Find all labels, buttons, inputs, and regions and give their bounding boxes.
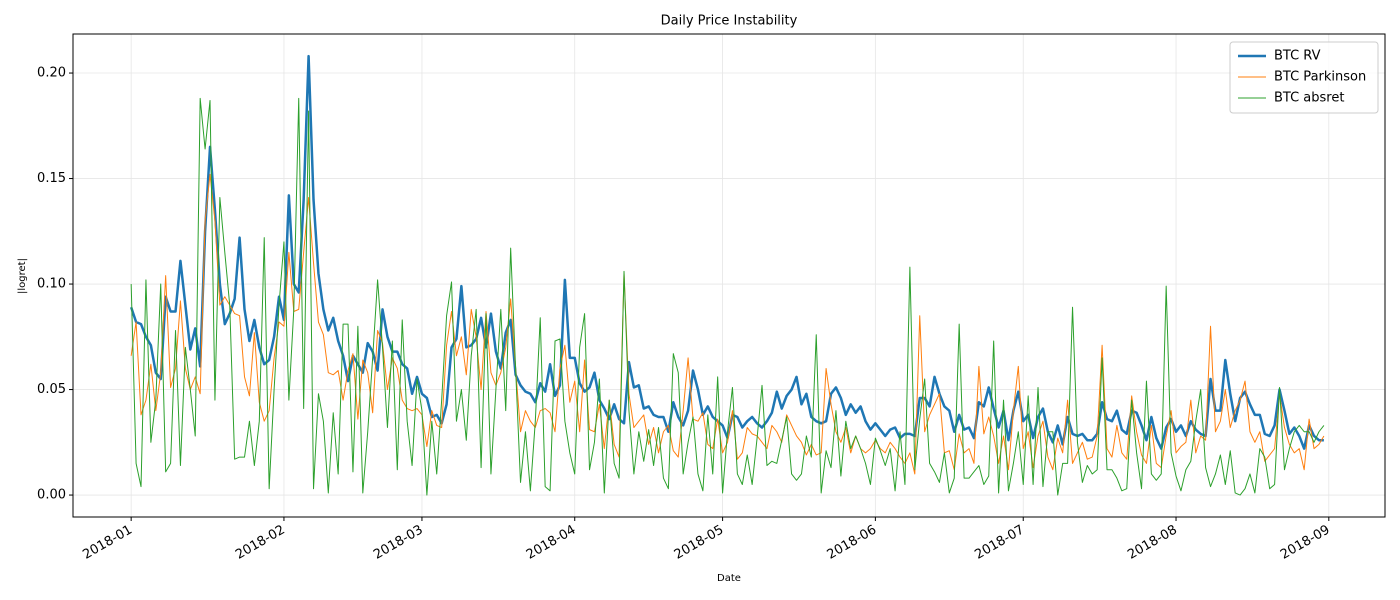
x-tick-label: 2018-06 [825, 523, 880, 563]
legend-box [1229, 41, 1379, 114]
x-tick-label: 2018-04 [524, 523, 579, 563]
x-tick-label: 2018-08 [1125, 523, 1180, 563]
y-tick-label: 0.00 [37, 488, 66, 503]
x-tick-label: 2018-09 [1278, 523, 1333, 563]
x-tick-label: 2018-05 [672, 523, 727, 563]
y-tick-label: 0.05 [37, 382, 66, 397]
legend-label: BTC absret [1274, 91, 1344, 106]
y-axis-label: |logret| [17, 258, 28, 294]
chart-title: Daily Price Instability [661, 14, 798, 29]
legend-label: BTC Parkinson [1274, 70, 1366, 85]
legend-label: BTC RV [1274, 49, 1321, 64]
x-axis-label: Date [717, 573, 741, 584]
x-tick-label: 2018-07 [972, 523, 1027, 563]
series-line [129, 54, 1324, 450]
x-tick-label: 2018-01 [80, 523, 135, 563]
y-tick-label: 0.15 [37, 171, 66, 186]
series-line [130, 173, 1325, 475]
legend: BTC RV BTC Parkinson BTC absret [1229, 41, 1379, 114]
plot-frame [72, 33, 1386, 518]
x-tick-label: 2018-02 [233, 523, 288, 563]
x-tick-label: 2018-03 [371, 523, 426, 563]
y-tick-label: 0.20 [37, 66, 66, 81]
series-line [130, 97, 1325, 496]
y-tick-label: 0.10 [37, 277, 66, 292]
